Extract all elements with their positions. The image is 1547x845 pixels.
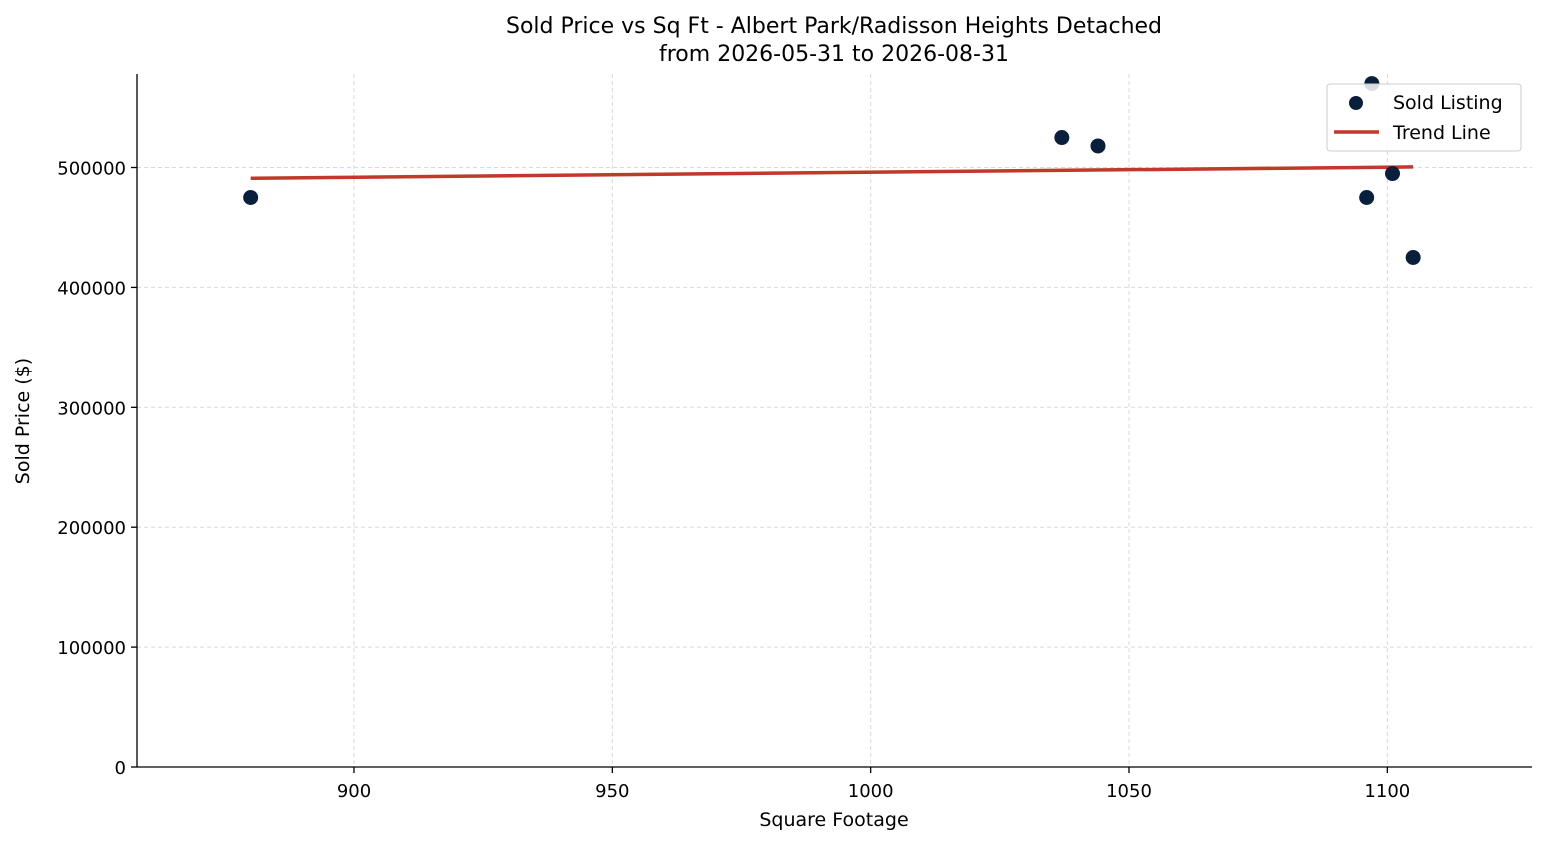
- x-tick-label: 1050: [1106, 781, 1152, 802]
- x-tick-label: 900: [337, 781, 371, 802]
- x-tick-label: 1100: [1364, 781, 1410, 802]
- legend-marker-sold-listing: [1349, 96, 1363, 110]
- x-tick-label: 1000: [848, 781, 894, 802]
- y-tick-label: 300000: [57, 398, 126, 419]
- legend: Sold Listing Trend Line: [1326, 83, 1522, 152]
- sold-listing-point: [1359, 189, 1375, 205]
- sold-listing-point: [243, 189, 259, 205]
- y-axis-label: Sold Price ($): [12, 358, 34, 484]
- axes: [131, 74, 1532, 773]
- sold-listing-point: [1090, 138, 1106, 154]
- trend-line-layer: [250, 165, 1414, 181]
- x-axis-label: Square Footage: [759, 809, 908, 831]
- y-tick-label: 100000: [57, 638, 126, 659]
- legend-box: [1326, 83, 1522, 152]
- y-tick-label: 0: [115, 758, 126, 779]
- grid-lines: [137, 74, 1532, 767]
- y-tick-label: 400000: [57, 278, 126, 299]
- chart-title: Sold Price vs Sq Ft - Albert Park/Radiss…: [506, 14, 1162, 39]
- y-tick-label: 200000: [57, 518, 126, 539]
- sold-listing-point: [1054, 130, 1070, 146]
- x-tick-label: 950: [595, 781, 629, 802]
- tick-labels: 900 950 1000 1050 1100 0 100000 200000 300000 400…: [57, 159, 1410, 802]
- trend-line: [250, 165, 1414, 181]
- data-points: [243, 76, 1421, 265]
- sold-listing-point: [1405, 249, 1421, 265]
- y-tick-label: 500000: [57, 159, 126, 180]
- sold-listing-point: [1385, 166, 1400, 182]
- legend-label-sold-listing: Sold Listing: [1393, 92, 1503, 114]
- legend-label-trend-line: Trend Line: [1392, 122, 1491, 144]
- chart-subtitle: from 2026-05-31 to 2026-08-31: [659, 42, 1009, 67]
